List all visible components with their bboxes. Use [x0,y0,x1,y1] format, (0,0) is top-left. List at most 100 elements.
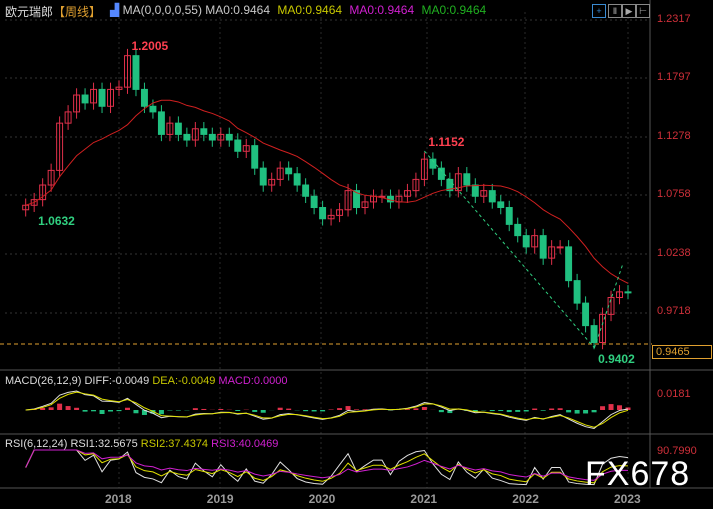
candle-body [522,235,530,248]
y-tick-label: 1.0238 [657,246,691,259]
y-tick-label: 1.1797 [657,71,691,84]
x-tick-label: 2019 [206,492,234,506]
candle-body [285,167,293,175]
trendline [424,150,595,349]
candle-body [412,178,420,192]
candle-body [225,133,233,141]
candle-body [319,207,327,220]
candle-body [73,94,81,113]
candle-body [327,214,335,220]
candle-body [488,190,496,203]
ma-legend: ▟ MA(0,0,0,0,55) MA0:0.9464 MA0:0.9464 M… [110,3,487,17]
macd-axis-label: 0.0181 [657,388,691,400]
rsi3-line [25,449,629,481]
candle-body [548,246,556,259]
candle-body [573,280,581,304]
candle-body [276,167,284,180]
candle-body [531,235,539,248]
candle-body [64,111,72,124]
chart-icon: ▟ [110,3,120,17]
x-tick-label: 2021 [410,492,438,506]
candle-body [437,167,445,180]
candle-body [471,184,479,197]
candle-body [90,88,98,104]
candle-body [293,173,301,186]
candle-body [582,302,590,327]
candle-body [124,55,131,88]
current-price-label: 0.9465 [652,345,712,359]
candle-body [463,173,471,186]
candle-body [590,325,598,343]
candle-body [624,291,632,294]
candle-body [446,178,454,192]
macd-legend: MACD(26,12,9) DIFF:-0.0049 DEA:-0.0049 M… [5,375,288,387]
candle-body [429,158,437,169]
play-icon[interactable]: ▶ [622,4,636,18]
step-icon[interactable]: ⊢ [636,4,650,18]
candle-body [217,133,225,141]
candle-body [149,105,157,113]
zoom-in-icon[interactable]: Ⅱ [608,4,622,18]
candle-body [174,122,182,135]
rsi-legend: RSI(6,12,24) RSI1:32.5675 RSI2:37.4374 R… [5,438,279,450]
watermark: FX678 [585,455,691,493]
candle-body [140,88,148,107]
candle-body [132,55,140,90]
candle-body [497,201,505,209]
dea-line [25,391,629,428]
candle-body [47,169,55,186]
candle-body [166,122,174,135]
candle-body [539,235,547,259]
x-tick-label: 2023 [614,492,641,506]
candle-body [556,246,564,249]
candle-body [268,178,276,186]
candle-body [607,297,615,315]
x-tick-label: 2018 [105,492,132,506]
diff-line [25,390,629,429]
candle-body [480,190,488,197]
trendline [593,263,624,349]
y-tick-label: 1.2317 [657,13,691,25]
candle-body [234,139,242,152]
candle-body [242,145,250,152]
candle-body [420,158,428,180]
rsi-axis-label: 90.7990 [657,445,697,457]
candle-body [81,94,89,104]
price-annotation: 1.2005 [131,39,169,54]
candle-body [98,88,106,107]
candle-body [39,184,47,201]
candle-body [251,145,259,169]
price-annotation: 1.0632 [38,213,75,228]
candle-body [56,122,64,171]
candle-body [336,209,344,216]
price-annotation: 0.9402 [598,351,635,366]
candle-body [310,195,318,209]
candle-body [30,199,38,206]
y-tick-label: 0.9718 [657,305,691,318]
crosshair-icon[interactable]: + [592,4,606,18]
price-annotation: 1.1152 [428,135,465,150]
candle-body [259,167,267,186]
candle-body [157,111,165,135]
candle-body [361,201,369,209]
candle-body [505,207,513,225]
candle-body [514,223,522,237]
rsi2-line [25,449,629,484]
candle-body [344,190,352,211]
candle-body [565,246,573,282]
candle-body [302,184,310,197]
candle-body [200,128,208,135]
candle-body [403,190,411,197]
y-tick-label: 1.0758 [657,188,691,201]
candle-body [454,173,462,192]
candle-body [191,128,199,141]
candle-body [183,133,191,141]
candle-body [599,313,607,343]
x-tick-label: 2020 [308,492,336,506]
symbol-title: 欧元瑞郎【周线】 [5,5,102,19]
candle-body [208,133,216,141]
candle-body [353,190,361,209]
ma55-line [25,99,629,284]
candle-body [107,88,114,107]
